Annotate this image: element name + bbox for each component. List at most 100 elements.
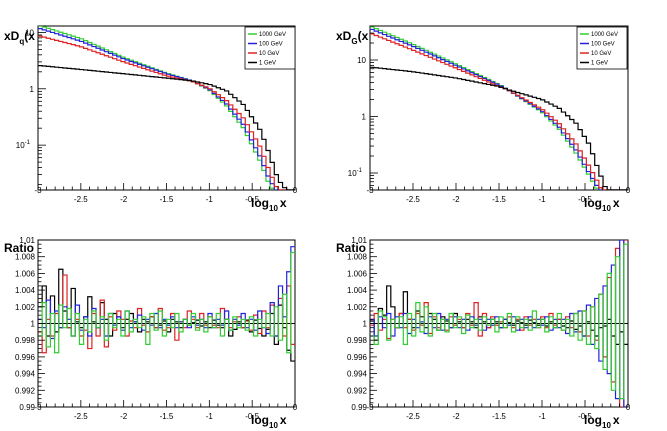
x-tick-label: -3 [366,403,374,412]
y-tick-label: 0.998 [347,336,368,345]
x-tick-label: -3 [366,186,374,195]
plot-data [370,240,628,407]
plot-data [38,246,295,362]
x-tick-label: -2.5 [406,195,420,204]
y-tick-label: 0.99 [19,403,35,412]
x-axis-title-sub: 10 [602,204,611,213]
y-axis-title-tail: (x [358,29,369,43]
y-tick-label: 1 [31,320,36,329]
y-axis-title: xDq(x [4,29,35,46]
x-axis-title-main: log [251,413,269,427]
y-tick-label-display: 10-1 [16,140,31,150]
y-tick-label: 1.004 [15,286,36,295]
y-tick-label: 10 [25,28,34,37]
plot-data [370,26,628,190]
y-tick-label: 0.996 [347,353,368,362]
x-tick-label: -1.5 [160,412,174,421]
y-axis-title-sub: G [351,37,357,46]
x-tick-label: -3 [34,403,42,412]
series-10-gev [38,35,295,190]
x-tick-label: -2 [120,195,128,204]
y-axis-title-main: Ratio [4,241,34,255]
series-10-gev [370,33,628,190]
x-axis-title-main: log [251,196,269,210]
x-tick-label: -2 [452,195,460,204]
series-1000-gev [38,251,295,354]
x-axis-title-sub: 10 [269,204,278,213]
x-axis-title-main: log [584,413,602,427]
legend-label: 1 GeV [591,61,608,67]
y-tick-label: 10 [357,56,366,65]
x-tick-label: 0 [626,403,631,412]
y-tick-exponent: -1 [25,140,31,146]
x-tick-label: -2.5 [406,412,420,421]
series-1-gev [370,66,628,190]
panel-ratio_quark: -3 -2.5 -2 -1.5 -1 -0.5 0 0.99 0.992 0.994 0.996 0.… [4,236,298,430]
panel-gluon: -3-2.5-2-1.5-1-0.5010110-110-1xDG(xlog10… [336,25,631,213]
series-1-gev [38,64,295,190]
legend-label: 10 GeV [259,51,279,57]
x-tick-label: -1.5 [160,195,174,204]
x-tick-label: 0 [293,186,298,195]
legend: 1000 GeV 100 GeV 10 GeV 1 GeV [576,26,628,70]
panel-quark: -3-2.5-2-1.5-1-0.5010110-110-1xDq(xlog10… [4,25,298,213]
y-axis-title-tail: (x [24,29,35,43]
y-tick-label: 1 [30,85,35,94]
legend-label: 100 GeV [591,42,615,48]
y-axis-title-main: xD [4,29,20,43]
y-tick-label: 1.002 [15,303,36,312]
plot-data [38,26,295,190]
x-axis-title-tail: x [280,413,287,427]
x-tick-label: -1.5 [492,412,506,421]
legend-label: 1000 GeV [259,32,286,38]
legend-label: 100 GeV [259,42,283,48]
series-100-gev [370,28,628,190]
x-tick-label: 0 [293,403,298,412]
y-tick-label: 1 [363,320,368,329]
y-tick-label: 1.002 [347,303,368,312]
y-axis-title: xDG(x [336,29,369,46]
legend: 1000 GeV 100 GeV 10 GeV 1 GeV [244,26,296,70]
y-tick-label: 1 [362,113,367,122]
y-tick-label: 0.996 [15,353,36,362]
y-tick-label-display: 10-1 [348,168,363,178]
series-1000-gev [370,243,628,400]
y-tick-label: 0.992 [347,386,368,395]
x-tick-label: -1 [206,195,214,204]
x-axis-title: log10 x [584,413,620,430]
x-tick-label: -0.5 [245,195,259,204]
y-tick-label: 1.008 [347,253,368,262]
x-tick-label: -0.5 [245,412,259,421]
x-tick-label: -2 [120,412,128,421]
y-axis-title: Ratio [4,241,34,255]
y-tick-label: 1.01 [351,236,367,245]
y-tick-label: 1.006 [347,269,368,278]
x-axis-title: log10 x [251,196,287,213]
x-axis-title-main: log [584,196,602,210]
y-axis-title-main: xD [336,29,352,43]
x-tick-label: 0 [626,186,631,195]
x-tick-label: -0.5 [578,412,592,421]
y-tick-label: 1.006 [15,269,36,278]
y-tick-label: 0.99 [351,403,367,412]
x-tick-label: -2 [452,412,460,421]
y-tick-label: 1.004 [347,286,368,295]
series-100-gev [38,28,295,190]
y-tick-exponent: -1 [357,168,363,174]
x-axis-title: log10 x [251,413,287,430]
y-axis-title-sub: q [19,37,24,46]
x-tick-label: -1 [538,195,546,204]
x-axis-title-tail: x [280,196,287,210]
y-tick-label: 0.994 [15,370,36,379]
panel-ratio_gluon: -3 -2.5 -2 -1.5 -1 -0.5 0 0.99 0.992 0.994 0.996 0.… [336,236,631,430]
x-tick-label: -1 [538,412,546,421]
legend-label: 10 GeV [591,51,611,57]
x-axis-title-sub: 10 [602,421,611,430]
y-tick-label: 1.008 [15,253,36,262]
x-axis-title-tail: x [613,196,620,210]
x-tick-label: -1 [206,412,214,421]
legend-label: 1 GeV [259,61,276,67]
x-tick-label: -2.5 [74,195,88,204]
y-tick-label: 0.994 [347,370,368,379]
